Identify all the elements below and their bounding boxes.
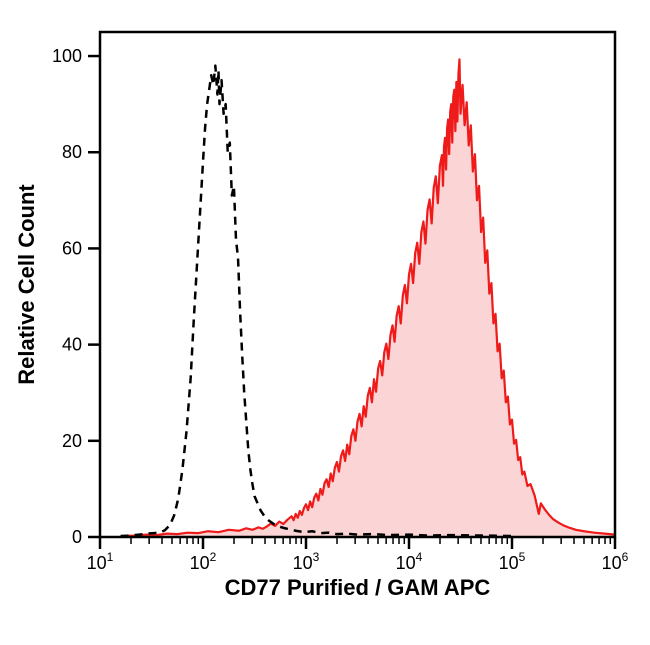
x-tick-label: 106 [602,550,629,573]
y-axis-title: Relative Cell Count [14,184,39,385]
x-tick-label: 104 [396,550,423,573]
x-tick-label: 102 [190,550,217,573]
x-tick-label: 101 [87,550,114,573]
y-tick-label: 80 [62,142,82,162]
x-tick-label: 105 [499,550,526,573]
y-tick-label: 40 [62,335,82,355]
y-tick-label: 20 [62,431,82,451]
y-tick-label: 0 [72,527,82,547]
x-tick-label: 103 [293,550,320,573]
y-tick-label: 100 [52,46,82,66]
chart-svg: 101 102 103 104 105 106 CD77 Purified / GAM AP… [0,0,650,645]
histogram-chart: 101 102 103 104 105 106 CD77 Purified / GAM AP… [0,0,650,645]
x-axis-title: CD77 Purified / GAM APC [225,575,491,600]
y-tick-label: 60 [62,238,82,258]
